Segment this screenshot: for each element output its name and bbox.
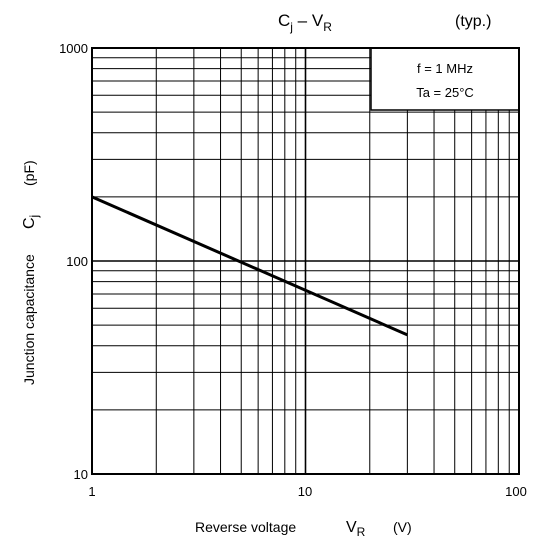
title-mid: – V <box>293 11 324 30</box>
grid-major <box>92 48 519 474</box>
x-tick-label-1: 1 <box>88 484 95 499</box>
chart-title: Cj – VR <box>278 11 332 34</box>
series-line-0 <box>91 195 408 337</box>
chart-note: (typ.) <box>455 13 491 30</box>
y-axis-symbol: Cj <box>21 215 41 229</box>
conditions-box-border <box>370 47 520 111</box>
y-axis-label: Junction capacitance <box>21 254 37 385</box>
x-tick-label-100: 100 <box>505 484 527 499</box>
x-axis-symbol-main: V <box>346 519 357 536</box>
y-axis-symbol-main: C <box>21 217 38 229</box>
condition-frequency: f = 1 MHz <box>417 61 473 76</box>
title-subscript-2: R <box>323 20 332 34</box>
x-axis-symbol: VR <box>346 519 366 539</box>
title-subscript: j <box>289 20 293 34</box>
x-axis-label: Reverse voltage <box>195 519 296 535</box>
x-axis-symbol-sub: R <box>357 525 366 539</box>
y-axis-unit: (pF) <box>21 160 37 186</box>
y-tick-label-10: 10 <box>74 467 88 482</box>
y-axis-symbol-sub: j <box>27 215 41 219</box>
conditions-box: f = 1 MHz Ta = 25°C <box>370 47 520 111</box>
condition-temperature: Ta = 25°C <box>416 85 474 100</box>
y-tick-label-1000: 1000 <box>59 41 88 56</box>
y-axis-title: Junction capacitance Cj (pF) <box>21 160 41 385</box>
series-group <box>91 195 408 337</box>
title-symbol: C <box>278 11 290 30</box>
x-tick-label-10: 10 <box>298 484 312 499</box>
y-tick-label-100: 100 <box>66 254 88 269</box>
x-axis-unit: (V) <box>393 519 412 535</box>
plot-frame <box>91 47 520 475</box>
